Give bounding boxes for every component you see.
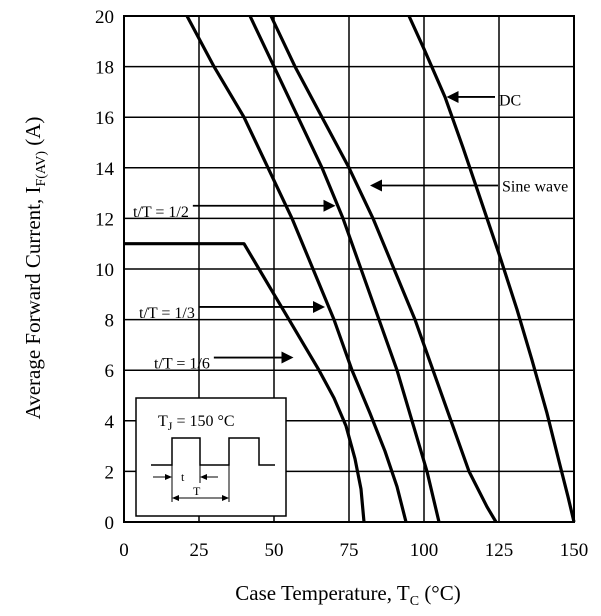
y-tick-label: 18 [95,58,114,79]
y-tick-label: 2 [105,462,115,483]
y-tick-label: 10 [95,260,114,281]
pulse-waveform [151,437,275,466]
annotation-label: t/T = 1/3 [139,305,195,322]
inset-title-sub: J [168,419,173,433]
inset-box: TJ = 150 °C t T [135,397,287,517]
annotation-arrow-head [281,351,294,364]
curves [124,15,576,523]
y-tick-label: 16 [95,108,114,129]
curve-t-t-1-2 [248,15,441,523]
y-tick-label: 0 [105,513,115,534]
y-tick-label: 12 [95,209,114,230]
y-axis-label: Average Forward Current, IF(AV) (A) [21,117,49,420]
curve-t-t-1-6 [124,242,366,523]
T-label: T [193,484,201,498]
annotation-arrow-head [446,90,459,103]
x-tick-label: 75 [340,540,359,561]
x-axis-label-unit: (°C) [419,581,461,605]
x-tick-label: 25 [190,540,209,561]
y-tick-labels: 0 2 4 6 8 10 12 14 16 18 20 [95,7,115,534]
x-tick-label: 0 [119,540,129,561]
x-axis-label-main: Case Temperature, T [235,581,410,605]
annotation-label: Sine wave [502,179,568,196]
y-tick-label: 20 [95,7,114,28]
plot-frame [123,15,575,523]
annotation-arrow-head [313,300,325,313]
curve-t-t-1-3 [185,15,408,523]
T-arrow-right-head [222,495,229,501]
x-tick-label: 100 [410,540,439,561]
annotation-label: DC [499,92,521,109]
annotation-label: t/T = 1/6 [154,356,210,373]
y-tick-label: 14 [95,159,115,180]
x-axis-label-sub: C [410,594,419,609]
inset-title-rest: = 150 °C [172,413,234,430]
x-axis-label: Case Temperature, TC (°C) [235,581,460,609]
x-tick-labels: 0 25 50 75 100 125 150 [119,540,588,561]
x-tick-label: 125 [485,540,514,561]
t-arrow-left-head [165,474,172,480]
y-tick-label: 6 [105,361,115,382]
x-tick-label: 50 [265,540,284,561]
annotation-label: t/T = 1/2 [133,204,189,221]
t-arrow-right-head [200,474,207,480]
inset-title: TJ = 150 °C [158,413,235,433]
t-label: t [181,470,185,484]
curve-dc [407,15,576,523]
T-arrow-left-head [172,495,179,501]
annotations: DC Sine wave t/T = 1/2 t/T = 1/3 t/T = 1/6 [133,90,568,373]
y-axis-label-main: Average Forward Current, I [21,187,45,420]
curve-sine-wave [269,15,498,523]
y-tick-label: 4 [105,412,115,433]
y-axis-label-sub: F(AV) [34,151,49,187]
annotation-arrow-head [323,199,336,212]
inset-title-main: T [158,413,168,430]
annotation-arrow-head [370,179,382,192]
inset-frame [135,397,287,517]
y-tick-label: 8 [105,311,115,332]
y-axis-label-unit: (A) [21,117,45,151]
x-tick-label: 150 [560,540,589,561]
